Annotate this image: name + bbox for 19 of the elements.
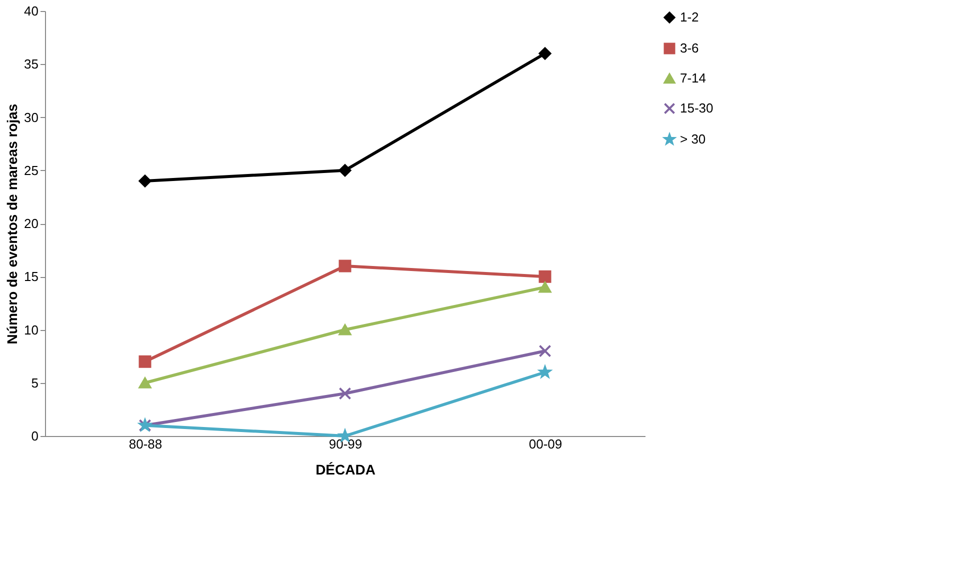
x-tick-label: 00-09 — [528, 436, 562, 452]
legend-label: 7-14 — [680, 70, 706, 86]
y-tick-label: 5 — [31, 375, 38, 390]
legend-label: 3-6 — [680, 40, 699, 56]
y-tick-label: 10 — [24, 322, 38, 338]
legend-label: 15-30 — [680, 100, 714, 116]
y-tick-label: 20 — [24, 216, 38, 231]
y-axis-title: Número de eventos de mareas rojas — [4, 104, 20, 344]
x-tick-label: 80-88 — [128, 436, 162, 452]
legend-label: > 30 — [680, 132, 706, 146]
legend-label: 1-2 — [680, 10, 699, 24]
x-tick-label: 90-99 — [328, 436, 362, 452]
y-tick-label: 35 — [24, 56, 38, 72]
y-tick-label: 25 — [24, 162, 38, 178]
y-tick-label: 30 — [24, 110, 38, 125]
y-tick-label: 0 — [31, 428, 38, 444]
y-tick-label: 15 — [24, 269, 38, 284]
x-axis-title: DÉCADA — [316, 462, 376, 478]
y-tick-label: 40 — [24, 4, 38, 18]
